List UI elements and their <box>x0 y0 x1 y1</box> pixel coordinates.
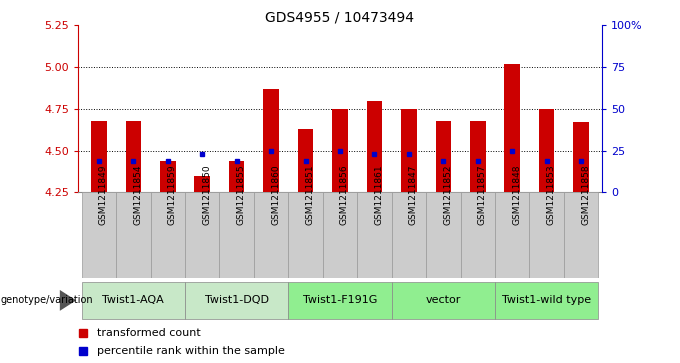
Text: GSM1211847: GSM1211847 <box>409 165 418 225</box>
Text: GSM1211855: GSM1211855 <box>237 165 245 225</box>
Bar <box>185 192 220 278</box>
Bar <box>460 192 495 278</box>
Bar <box>220 192 254 278</box>
Polygon shape <box>60 290 76 311</box>
Bar <box>126 121 141 192</box>
Title: GDS4955 / 10473494: GDS4955 / 10473494 <box>265 10 415 24</box>
Text: GSM1211848: GSM1211848 <box>512 165 522 225</box>
Bar <box>436 121 451 192</box>
Text: GSM1211854: GSM1211854 <box>133 165 142 225</box>
Text: GSM1211861: GSM1211861 <box>375 165 384 225</box>
Text: GSM1211857: GSM1211857 <box>478 165 487 225</box>
Text: Twist1-DQD: Twist1-DQD <box>205 295 269 305</box>
Bar <box>564 192 598 278</box>
Bar <box>150 192 185 278</box>
Bar <box>401 109 417 192</box>
Bar <box>573 122 589 192</box>
Bar <box>288 192 323 278</box>
Text: Twist1-F191G: Twist1-F191G <box>303 295 377 305</box>
Bar <box>505 64 520 192</box>
Bar <box>116 192 150 278</box>
Bar <box>530 192 564 278</box>
Bar <box>229 161 244 192</box>
Bar <box>539 109 554 192</box>
Text: GSM1211849: GSM1211849 <box>99 165 108 225</box>
Text: percentile rank within the sample: percentile rank within the sample <box>97 346 284 356</box>
Text: genotype/variation: genotype/variation <box>1 295 93 305</box>
Text: GSM1211858: GSM1211858 <box>581 165 590 225</box>
Text: GSM1211860: GSM1211860 <box>271 165 280 225</box>
Bar <box>392 192 426 278</box>
Bar <box>367 101 382 192</box>
Bar <box>185 282 288 319</box>
Bar <box>254 192 288 278</box>
Text: GSM1211851: GSM1211851 <box>305 165 315 225</box>
Bar <box>426 192 460 278</box>
Text: GSM1211859: GSM1211859 <box>168 165 177 225</box>
Bar <box>323 192 357 278</box>
Text: transformed count: transformed count <box>97 328 201 338</box>
Bar <box>91 121 107 192</box>
Bar <box>495 282 598 319</box>
Bar <box>357 192 392 278</box>
Bar <box>82 282 185 319</box>
Bar <box>288 282 392 319</box>
Bar <box>82 192 116 278</box>
Text: GSM1211853: GSM1211853 <box>547 165 556 225</box>
Text: Twist1-wild type: Twist1-wild type <box>502 295 591 305</box>
Bar <box>160 161 175 192</box>
Text: GSM1211856: GSM1211856 <box>340 165 349 225</box>
Bar <box>495 192 530 278</box>
Bar <box>263 89 279 192</box>
Text: Twist1-AQA: Twist1-AQA <box>103 295 164 305</box>
Bar <box>194 176 210 192</box>
Text: vector: vector <box>426 295 461 305</box>
Bar <box>470 121 486 192</box>
Text: GSM1211852: GSM1211852 <box>443 165 452 225</box>
Bar <box>333 109 347 192</box>
Bar <box>298 129 313 192</box>
Bar <box>392 282 495 319</box>
Text: GSM1211850: GSM1211850 <box>202 165 211 225</box>
